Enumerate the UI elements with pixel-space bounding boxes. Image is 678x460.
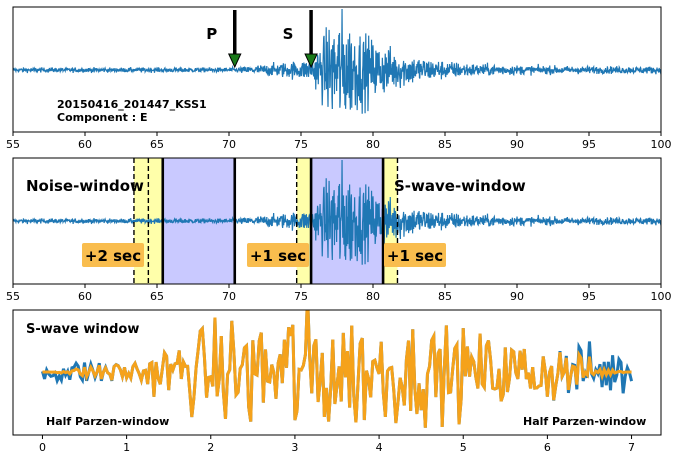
x-tick-label: 85 <box>438 290 452 303</box>
x-tick-label: 75 <box>294 138 308 151</box>
x-tick-label: 95 <box>582 290 596 303</box>
s-arrival-label: S <box>283 25 294 43</box>
panel-bottom: S-wave window Half Parzen-window Half Pa… <box>13 294 661 454</box>
x-tick-label: 70 <box>222 138 236 151</box>
x-tick-label: 0 <box>39 441 46 454</box>
x-tick-label: 60 <box>78 138 92 151</box>
x-tick-label: 7 <box>628 441 635 454</box>
x-tick-label: 60 <box>78 290 92 303</box>
taper-label-left: Half Parzen-window <box>46 415 169 428</box>
x-tick-label: 6 <box>544 441 551 454</box>
panel-top: P S 20150416_201447_KSS1 Component : E 5… <box>6 7 672 151</box>
x-tick-label: 90 <box>510 138 524 151</box>
panel-middle: Noise-window S-wave-window +2 sec +1 sec… <box>6 158 672 303</box>
x-tick-label: 90 <box>510 290 524 303</box>
x-tick-label: 2 <box>207 441 214 454</box>
tag-s-left-text: +1 sec <box>250 247 306 265</box>
x-tick-label: 55 <box>6 138 20 151</box>
x-tick-label: 65 <box>150 138 164 151</box>
x-axis-top: 55 60 65 70 75 80 85 90 95 100 <box>6 132 672 151</box>
x-tick-label: 1 <box>123 441 130 454</box>
taper-label-right: Half Parzen-window <box>523 415 646 428</box>
p-arrival-label: P <box>206 25 217 43</box>
x-tick-label: 5 <box>460 441 467 454</box>
x-tick-label: 95 <box>582 138 596 151</box>
station-label: 20150416_201447_KSS1 <box>57 98 207 111</box>
s-window-title: S-wave window <box>26 322 139 337</box>
s-window-label: S-wave-window <box>394 177 526 195</box>
x-tick-label: 4 <box>376 441 383 454</box>
x-tick-label: 80 <box>366 138 380 151</box>
x-tick-label: 80 <box>366 290 380 303</box>
x-tick-label: 100 <box>651 138 672 151</box>
x-tick-label: 75 <box>294 290 308 303</box>
x-tick-label: 3 <box>291 441 298 454</box>
noise-window-label: Noise-window <box>26 177 144 195</box>
x-axis-middle: 55 60 65 70 75 80 85 90 95 100 <box>6 284 672 303</box>
x-tick-label: 70 <box>222 290 236 303</box>
x-tick-label: 100 <box>651 290 672 303</box>
x-tick-label: 65 <box>150 290 164 303</box>
tag-s-right-text: +1 sec <box>387 247 443 265</box>
x-tick-label: 85 <box>438 138 452 151</box>
x-tick-label: 55 <box>6 290 20 303</box>
tag-noise-text: +2 sec <box>85 247 141 265</box>
x-axis-bottom: 0 1 2 3 4 5 6 7 <box>39 435 635 454</box>
component-label: Component : E <box>57 111 147 124</box>
